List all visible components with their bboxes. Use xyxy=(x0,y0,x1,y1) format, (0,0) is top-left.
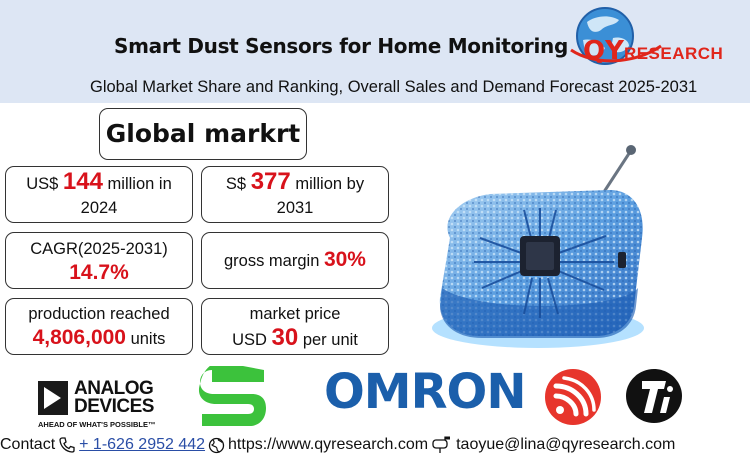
cagr-value: 14.7% xyxy=(69,260,129,284)
market-2024-suffix: million in xyxy=(102,174,172,193)
mailbox-icon xyxy=(432,436,451,453)
analog-devices-logo: ANALOG DEVICES AHEAD OF WHAT'S POSSIBLE™ xyxy=(38,378,156,430)
page-subtitle: Global Market Share and Ranking, Overall… xyxy=(90,78,698,96)
market-price-suffix: per unit xyxy=(298,330,358,349)
analog-devices-mark-icon xyxy=(38,381,68,415)
market-2031-prefix: S$ xyxy=(225,174,251,193)
market-price-value: 30 xyxy=(271,323,299,351)
page-title: Smart Dust Sensors for Home Monitoring xyxy=(114,34,569,58)
analog-devices-tagline: AHEAD OF WHAT'S POSSIBLE™ xyxy=(38,420,156,429)
market-2024-line1: US$ 144 million in xyxy=(26,167,172,196)
email-link[interactable]: taoyue@lina@qyresearch.com xyxy=(456,436,676,453)
website-link[interactable]: https://www.qyresearch.com xyxy=(228,436,429,453)
qyresearch-logo xyxy=(570,7,662,65)
contact-label: Contact xyxy=(0,436,56,453)
analog-devices-line2: DEVICES xyxy=(74,396,154,417)
market-price-box: market price USD 30 per unit xyxy=(201,298,389,355)
production-box: production reached 4,806,000 units xyxy=(5,298,193,355)
global-market-box: Global markrt xyxy=(99,108,307,160)
market-price-prefix: USD xyxy=(232,330,272,349)
smart-dust-sensor-illustration xyxy=(432,145,644,348)
globe-icon xyxy=(208,437,225,453)
market-2024-year: 2024 xyxy=(80,198,118,217)
contact-bar: Contact + 1-626 2952 442 https://www.qyr… xyxy=(0,434,750,456)
gross-margin-label: gross margin xyxy=(224,252,324,270)
tsi-logo-icon xyxy=(626,369,682,423)
market-2024-box: US$ 144 million in 2024 xyxy=(5,166,193,223)
production-label: production reached xyxy=(28,305,170,323)
sensirion-logo-icon xyxy=(199,366,266,426)
espressif-logo-icon xyxy=(545,369,601,425)
gross-margin-value: 30% xyxy=(323,248,366,271)
market-price-line: USD 30 per unit xyxy=(232,323,358,352)
market-2024-prefix: US$ xyxy=(26,174,63,193)
cagr-box: CAGR(2025-2031) 14.7% xyxy=(5,232,193,289)
market-2031-value: 377 xyxy=(250,167,291,195)
market-price-label: market price xyxy=(249,304,341,323)
production-line: 4,806,000 units xyxy=(33,326,166,351)
logo-text: RESEARCH xyxy=(623,44,724,63)
phone-icon xyxy=(59,437,75,453)
market-2024-value: 144 xyxy=(62,167,103,195)
global-market-label: Global markrt xyxy=(105,119,301,148)
production-unit: units xyxy=(126,330,166,348)
gross-margin-line: gross margin 30% xyxy=(224,248,366,273)
market-2031-year: 2031 xyxy=(276,198,314,217)
production-value: 4,806,000 xyxy=(32,326,126,349)
qyresearch-wordmark: QYRESEARCH xyxy=(583,38,723,64)
market-2031-suffix: million by xyxy=(290,174,365,193)
cagr-label: CAGR(2025-2031) xyxy=(30,239,168,258)
phone-link[interactable]: + 1-626 2952 442 xyxy=(79,436,206,453)
gross-margin-box: gross margin 30% xyxy=(201,232,389,289)
logo-letters: QY xyxy=(583,36,624,66)
omron-logo: OMRON xyxy=(324,364,527,420)
market-2031-box: S$ 377 million by 2031 xyxy=(201,166,389,223)
analog-devices-line1: ANALOG xyxy=(74,378,154,399)
market-2031-line1: S$ 377 million by xyxy=(225,167,365,196)
